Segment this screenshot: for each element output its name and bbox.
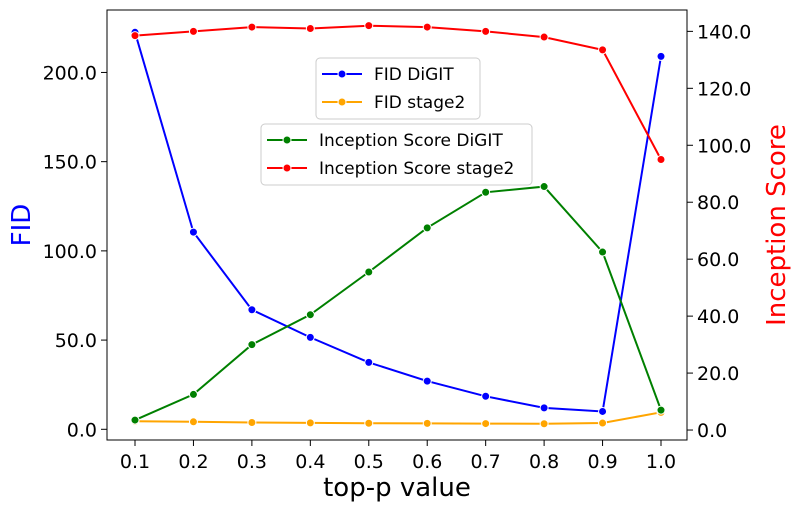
series-line-inception-score-stage2 [134, 24, 662, 160]
series-line-fid-digit [134, 32, 662, 413]
y-left-axis-label: FID [7, 204, 37, 247]
data-point [422, 223, 432, 233]
legend-inception-frame [260, 123, 533, 186]
y-right-tick-label: 60.0 [697, 249, 739, 271]
y-left-tick-label: 200.0 [43, 62, 97, 84]
x-tick-label: 0.7 [471, 451, 501, 473]
legend-marker-inception-score-stage2 [282, 163, 292, 173]
x-tick-label: 0.8 [529, 451, 559, 473]
data-point [598, 247, 608, 257]
y-right-tick-label: 120.0 [697, 78, 751, 100]
data-point [247, 418, 257, 428]
data-point [481, 419, 491, 429]
x-axis-label: top-p value [323, 473, 471, 503]
data-point [305, 24, 315, 34]
data-point [656, 405, 666, 415]
data-point [188, 227, 198, 237]
data-point [598, 418, 608, 428]
series-fid-digit [130, 27, 666, 416]
x-tick-label: 0.5 [354, 451, 384, 473]
data-point [247, 305, 257, 315]
series-line-inception-score-digit [134, 185, 662, 422]
data-point [656, 155, 666, 165]
data-point [364, 21, 374, 31]
data-point [422, 418, 432, 428]
y-right-tick-label: 80.0 [697, 192, 739, 214]
data-point [481, 187, 491, 197]
x-tick-label: 0.4 [295, 451, 325, 473]
legend-label-inception-score-stage2: Inception Score stage2 [319, 159, 514, 179]
data-point [305, 310, 315, 320]
series-inception-score-digit [130, 182, 666, 425]
data-point [539, 182, 549, 192]
data-point [364, 357, 374, 367]
series-layer [130, 21, 666, 429]
x-tick-label: 0.9 [587, 451, 617, 473]
y-right-tick-label: 0.0 [697, 420, 727, 442]
data-point [188, 389, 198, 399]
y-right-tick-label: 100.0 [697, 135, 751, 157]
x-axis-ticks: 0.1 0.2 0.3 0.4 0.5 0.6 0.7 0.8 0.9 1.0 [120, 440, 676, 473]
x-tick-label: 0.3 [237, 451, 267, 473]
data-point [598, 406, 608, 416]
data-point [598, 45, 608, 55]
data-point [130, 31, 140, 41]
y-left-tick-label: 0.0 [67, 419, 97, 441]
data-point [188, 26, 198, 36]
data-point [539, 419, 549, 429]
legend-fid: FID DiGIT FID stage2 [315, 57, 481, 120]
data-point [364, 418, 374, 428]
data-point [247, 340, 257, 350]
data-point [364, 267, 374, 277]
y-left-tick-label: 150.0 [43, 152, 97, 174]
series-line-fid-stage2 [134, 411, 662, 425]
data-point [422, 376, 432, 386]
data-point [188, 417, 198, 427]
legend-inception: Inception Score DiGIT Inception Score sta… [260, 123, 533, 186]
x-tick-label: 0.6 [412, 451, 442, 473]
legend-label-inception-score-digit: Inception Score DiGIT [319, 131, 503, 151]
data-point [481, 26, 491, 36]
data-point [481, 391, 491, 401]
data-point [422, 22, 432, 32]
legend-marker-fid-stage2 [337, 97, 347, 107]
y-right-axis-ticks: 0.0 20.0 40.0 60.0 80.0 100.0 120.0 140.0 [687, 21, 751, 442]
legend-marker-inception-score-digit [282, 135, 292, 145]
data-point [247, 22, 257, 32]
data-point [305, 332, 315, 342]
y-left-tick-label: 50.0 [55, 330, 97, 352]
data-point [305, 418, 315, 428]
x-tick-label: 0.2 [178, 451, 208, 473]
x-tick-label: 1.0 [646, 451, 676, 473]
data-point [539, 403, 549, 413]
y-right-tick-label: 140.0 [697, 21, 751, 43]
data-point [130, 415, 140, 425]
legend-marker-fid-digit [337, 69, 347, 79]
series-inception-score-stage2 [130, 21, 666, 165]
y-left-axis-ticks: 0.0 50.0 100.0 150.0 200.0 [43, 62, 107, 441]
y-right-tick-label: 20.0 [697, 363, 739, 385]
legend-label-fid-digit: FID DiGIT [374, 65, 454, 85]
data-point [539, 32, 549, 42]
y-right-tick-label: 40.0 [697, 306, 739, 328]
y-left-tick-label: 100.0 [43, 241, 97, 263]
data-point [656, 51, 666, 61]
x-tick-label: 0.1 [120, 451, 150, 473]
y-right-axis-label: Inception Score [762, 124, 792, 326]
legend-label-fid-stage2: FID stage2 [374, 93, 465, 113]
